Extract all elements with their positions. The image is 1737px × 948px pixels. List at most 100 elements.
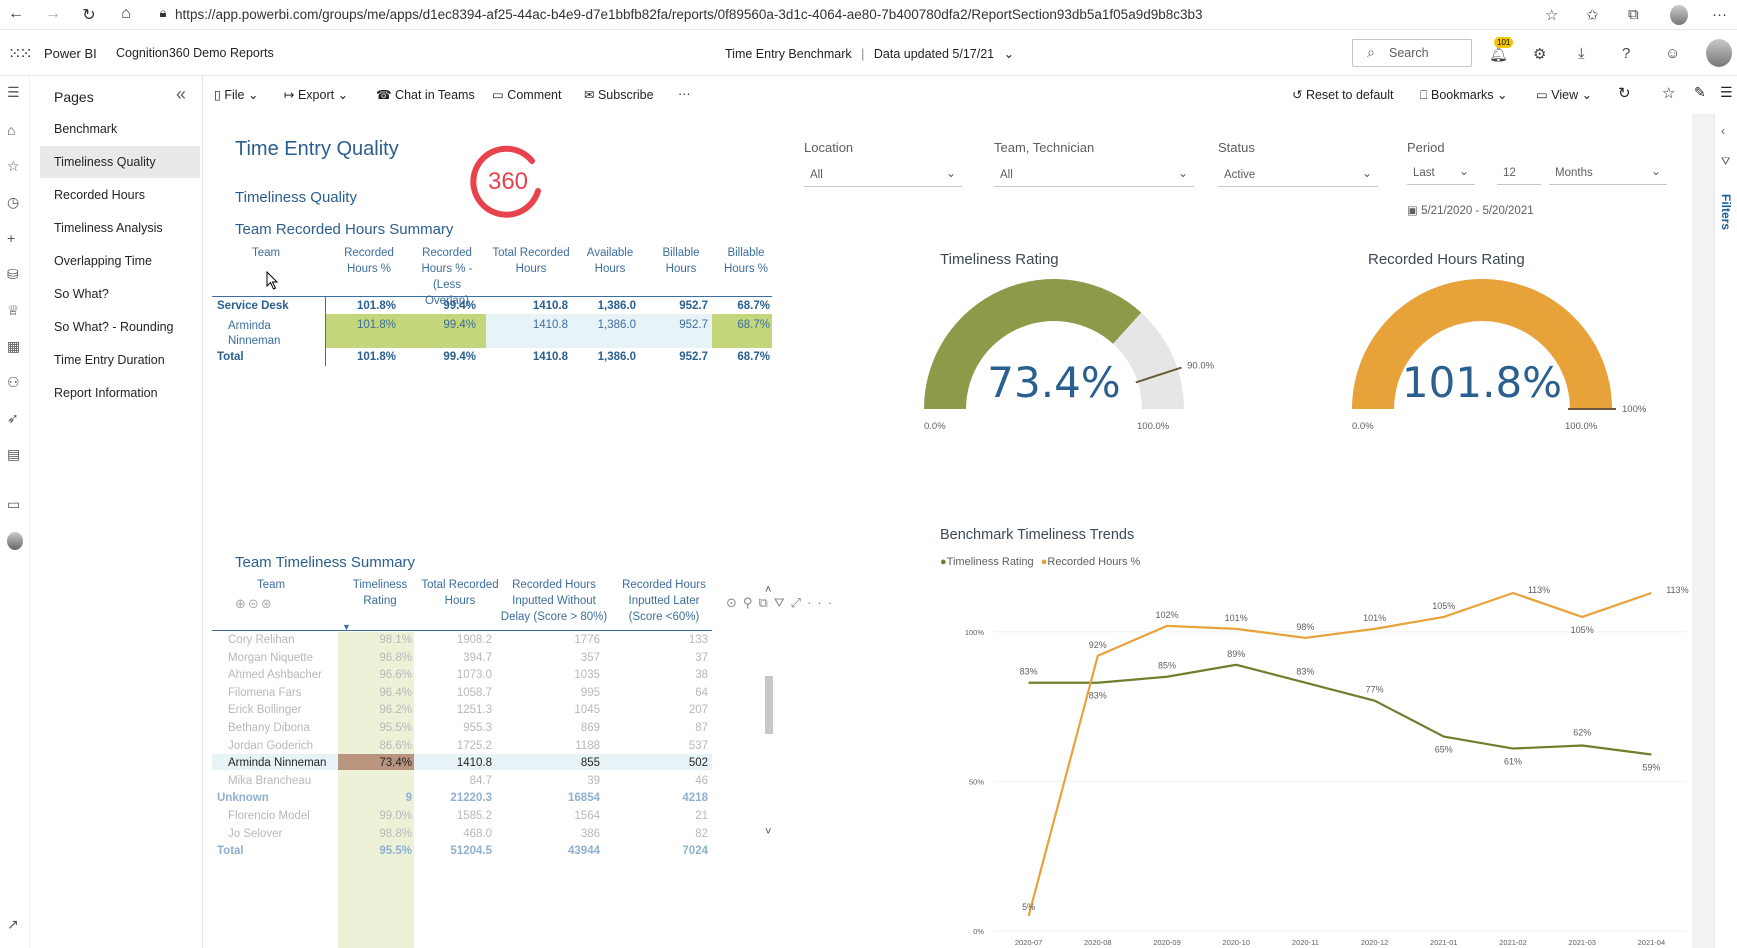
- timeliness-header-1[interactable]: Timeliness Rating: [352, 579, 408, 607]
- timeliness-header-4[interactable]: Recorded Hours Inputted Later (Score <60…: [622, 579, 706, 623]
- copy-icon[interactable]: ⧉: [758, 595, 774, 610]
- refresh-visuals-icon[interactable]: ↻: [1618, 85, 1631, 102]
- timeliness-row-team[interactable]: Jordan Goderich: [228, 739, 314, 752]
- expand-all-icon[interactable]: ⊛: [260, 596, 274, 611]
- feedback-smiley-icon[interactable]: ☺: [1665, 45, 1681, 62]
- timeliness-cell[interactable]: 1564: [574, 810, 600, 822]
- timeliness-cell[interactable]: 73.4%: [379, 757, 412, 770]
- timeliness-cell[interactable]: 64: [695, 686, 708, 699]
- timeliness-cell[interactable]: 1410.8: [456, 757, 492, 770]
- timeliness-cell[interactable]: 21220.3: [450, 792, 492, 805]
- page-item-6[interactable]: So What? - Rounding: [54, 320, 174, 334]
- timeliness-cell[interactable]: 9: [405, 792, 412, 805]
- edit-pencil-icon[interactable]: ✎: [1694, 84, 1706, 100]
- browser-menu-icon[interactable]: ···: [1712, 6, 1727, 23]
- account-avatar[interactable]: [1706, 39, 1732, 67]
- hours-cell[interactable]: 1,386.0: [597, 300, 636, 312]
- hours-header-4[interactable]: Available Hours: [586, 247, 634, 275]
- timeliness-cell[interactable]: 98.1%: [379, 634, 412, 646]
- page-item-1[interactable]: Timeliness Quality: [40, 146, 200, 178]
- timeliness-cell[interactable]: 96.4%: [379, 686, 412, 699]
- team-slicer[interactable]: All ⌄: [994, 163, 1194, 187]
- timeliness-cell[interactable]: 7024: [682, 845, 708, 858]
- timeliness-cell[interactable]: 84.7: [469, 774, 492, 787]
- collections-icon[interactable]: ⧉: [1628, 6, 1639, 23]
- timeliness-cell[interactable]: 1035: [574, 669, 600, 682]
- page-item-2[interactable]: Recorded Hours: [54, 188, 146, 202]
- sort-desc-icon[interactable]: ▼: [342, 622, 351, 632]
- scroll-up-icon[interactable]: ˄: [765, 584, 772, 596]
- timeliness-cell[interactable]: 207: [688, 704, 708, 717]
- gauge-fill[interactable]: [924, 279, 1142, 409]
- status-slicer[interactable]: Active ⌄: [1218, 163, 1378, 187]
- legend-timeliness[interactable]: Timeliness Rating: [946, 556, 1034, 568]
- page-item-3[interactable]: Timeliness Analysis: [54, 221, 163, 235]
- timeliness-cell[interactable]: 468.0: [463, 827, 492, 840]
- visual-more-icon[interactable]: ···: [807, 595, 839, 610]
- app-launcher-icon[interactable]: ⁙⁙: [8, 46, 33, 63]
- timeliness-cell[interactable]: 38: [695, 669, 708, 682]
- timeliness-cell[interactable]: 96.6%: [379, 669, 412, 682]
- brand-label[interactable]: Power BI: [44, 46, 97, 61]
- bell-icon[interactable]: 🔔︎: [1489, 46, 1509, 63]
- timeliness-cell[interactable]: 46: [695, 774, 708, 787]
- timeliness-cell[interactable]: 357: [580, 651, 600, 664]
- my-workspace-avatar[interactable]: [7, 532, 23, 550]
- hamburger-icon[interactable]: ☰: [7, 84, 20, 100]
- collapse-pane-icon[interactable]: «: [176, 84, 187, 104]
- timeliness-cell[interactable]: 16854: [568, 792, 600, 805]
- timeliness-cell[interactable]: 1188: [575, 739, 600, 752]
- datasets-icon[interactable]: ⛁: [7, 266, 19, 282]
- hours-cell[interactable]: 99.4%: [443, 319, 476, 331]
- hours-cell[interactable]: 1410.8: [532, 300, 568, 312]
- timeliness-cell[interactable]: 98.8%: [379, 827, 412, 840]
- hours-row-team[interactable]: Service Desk: [217, 300, 289, 312]
- hours-cell[interactable]: 1,386.0: [597, 319, 636, 331]
- timeliness-cell[interactable]: 955.3: [463, 722, 492, 734]
- hours-row-team[interactable]: Total: [217, 351, 244, 363]
- hours-header-0[interactable]: Team: [251, 247, 281, 259]
- timeliness-cell[interactable]: 99.0%: [379, 810, 412, 822]
- hours-cell[interactable]: 99.4%: [443, 351, 476, 363]
- timeliness-cell[interactable]: 1725.2: [456, 739, 492, 752]
- page-item-8[interactable]: Report Information: [54, 386, 158, 400]
- hours-cell[interactable]: 1410.8: [532, 319, 568, 331]
- export-menu[interactable]: ↦ Export ⌄: [284, 88, 349, 102]
- gauge-fill[interactable]: [1352, 279, 1612, 409]
- period-count-input[interactable]: 12: [1497, 161, 1541, 185]
- expand-filters-icon[interactable]: ‹: [1721, 124, 1725, 138]
- timeliness-cell[interactable]: 96.2%: [379, 704, 412, 717]
- location-slicer[interactable]: All ⌄: [804, 163, 962, 187]
- timeliness-trend-chart[interactable]: 0% 50% 100% 2020-07 2020-08 2020-09 2020-10 202…: [934, 579, 1694, 947]
- home-icon[interactable]: ⌂: [121, 5, 131, 22]
- goals-trophy-icon[interactable]: ♕: [7, 302, 20, 318]
- page-item-7[interactable]: Time Entry Duration: [54, 353, 165, 367]
- create-icon[interactable]: +: [7, 230, 16, 246]
- refresh-icon[interactable]: ↻: [82, 7, 96, 24]
- forward-icon[interactable]: →: [45, 5, 61, 22]
- hours-cell[interactable]: 952.7: [679, 300, 708, 312]
- recent-icon[interactable]: ◷: [7, 194, 20, 210]
- timeliness-cell[interactable]: 1073.0: [456, 669, 492, 682]
- chat-in-teams-button[interactable]: ☎ Chat in Teams: [376, 88, 475, 102]
- timeliness-cell[interactable]: 1585.2: [456, 810, 492, 822]
- timeliness-cell[interactable]: 855: [580, 757, 600, 770]
- timeliness-cell[interactable]: 394.7: [463, 651, 492, 664]
- learn-book-icon[interactable]: ▤: [7, 446, 21, 462]
- favorite-star-icon[interactable]: ☆: [1662, 85, 1676, 102]
- file-menu[interactable]: ▯ File ⌄: [214, 88, 259, 102]
- timeliness-cell[interactable]: 1776: [574, 634, 600, 646]
- apps-icon[interactable]: ▦: [7, 338, 21, 354]
- hours-cell[interactable]: 952.7: [679, 319, 708, 331]
- favorites-nav-icon[interactable]: ☆: [7, 158, 20, 174]
- timeliness-row-team[interactable]: Morgan Niquette: [228, 651, 314, 664]
- timeliness-row-team[interactable]: Florencio Model: [228, 810, 310, 822]
- timeliness-row-team[interactable]: Mika Brancheau: [228, 774, 312, 787]
- workspace-label[interactable]: Cognition360 Demo Reports: [116, 46, 274, 60]
- timeliness-cell[interactable]: 133: [688, 634, 708, 646]
- filters-pane[interactable]: ‹ ⛛ Filters: [1714, 114, 1737, 948]
- pin-icon[interactable]: ⚲: [742, 595, 759, 610]
- timeliness-cell[interactable]: 995: [580, 686, 600, 699]
- more-options-button[interactable]: ···: [678, 87, 691, 101]
- timeliness-header-0[interactable]: Team: [256, 579, 286, 591]
